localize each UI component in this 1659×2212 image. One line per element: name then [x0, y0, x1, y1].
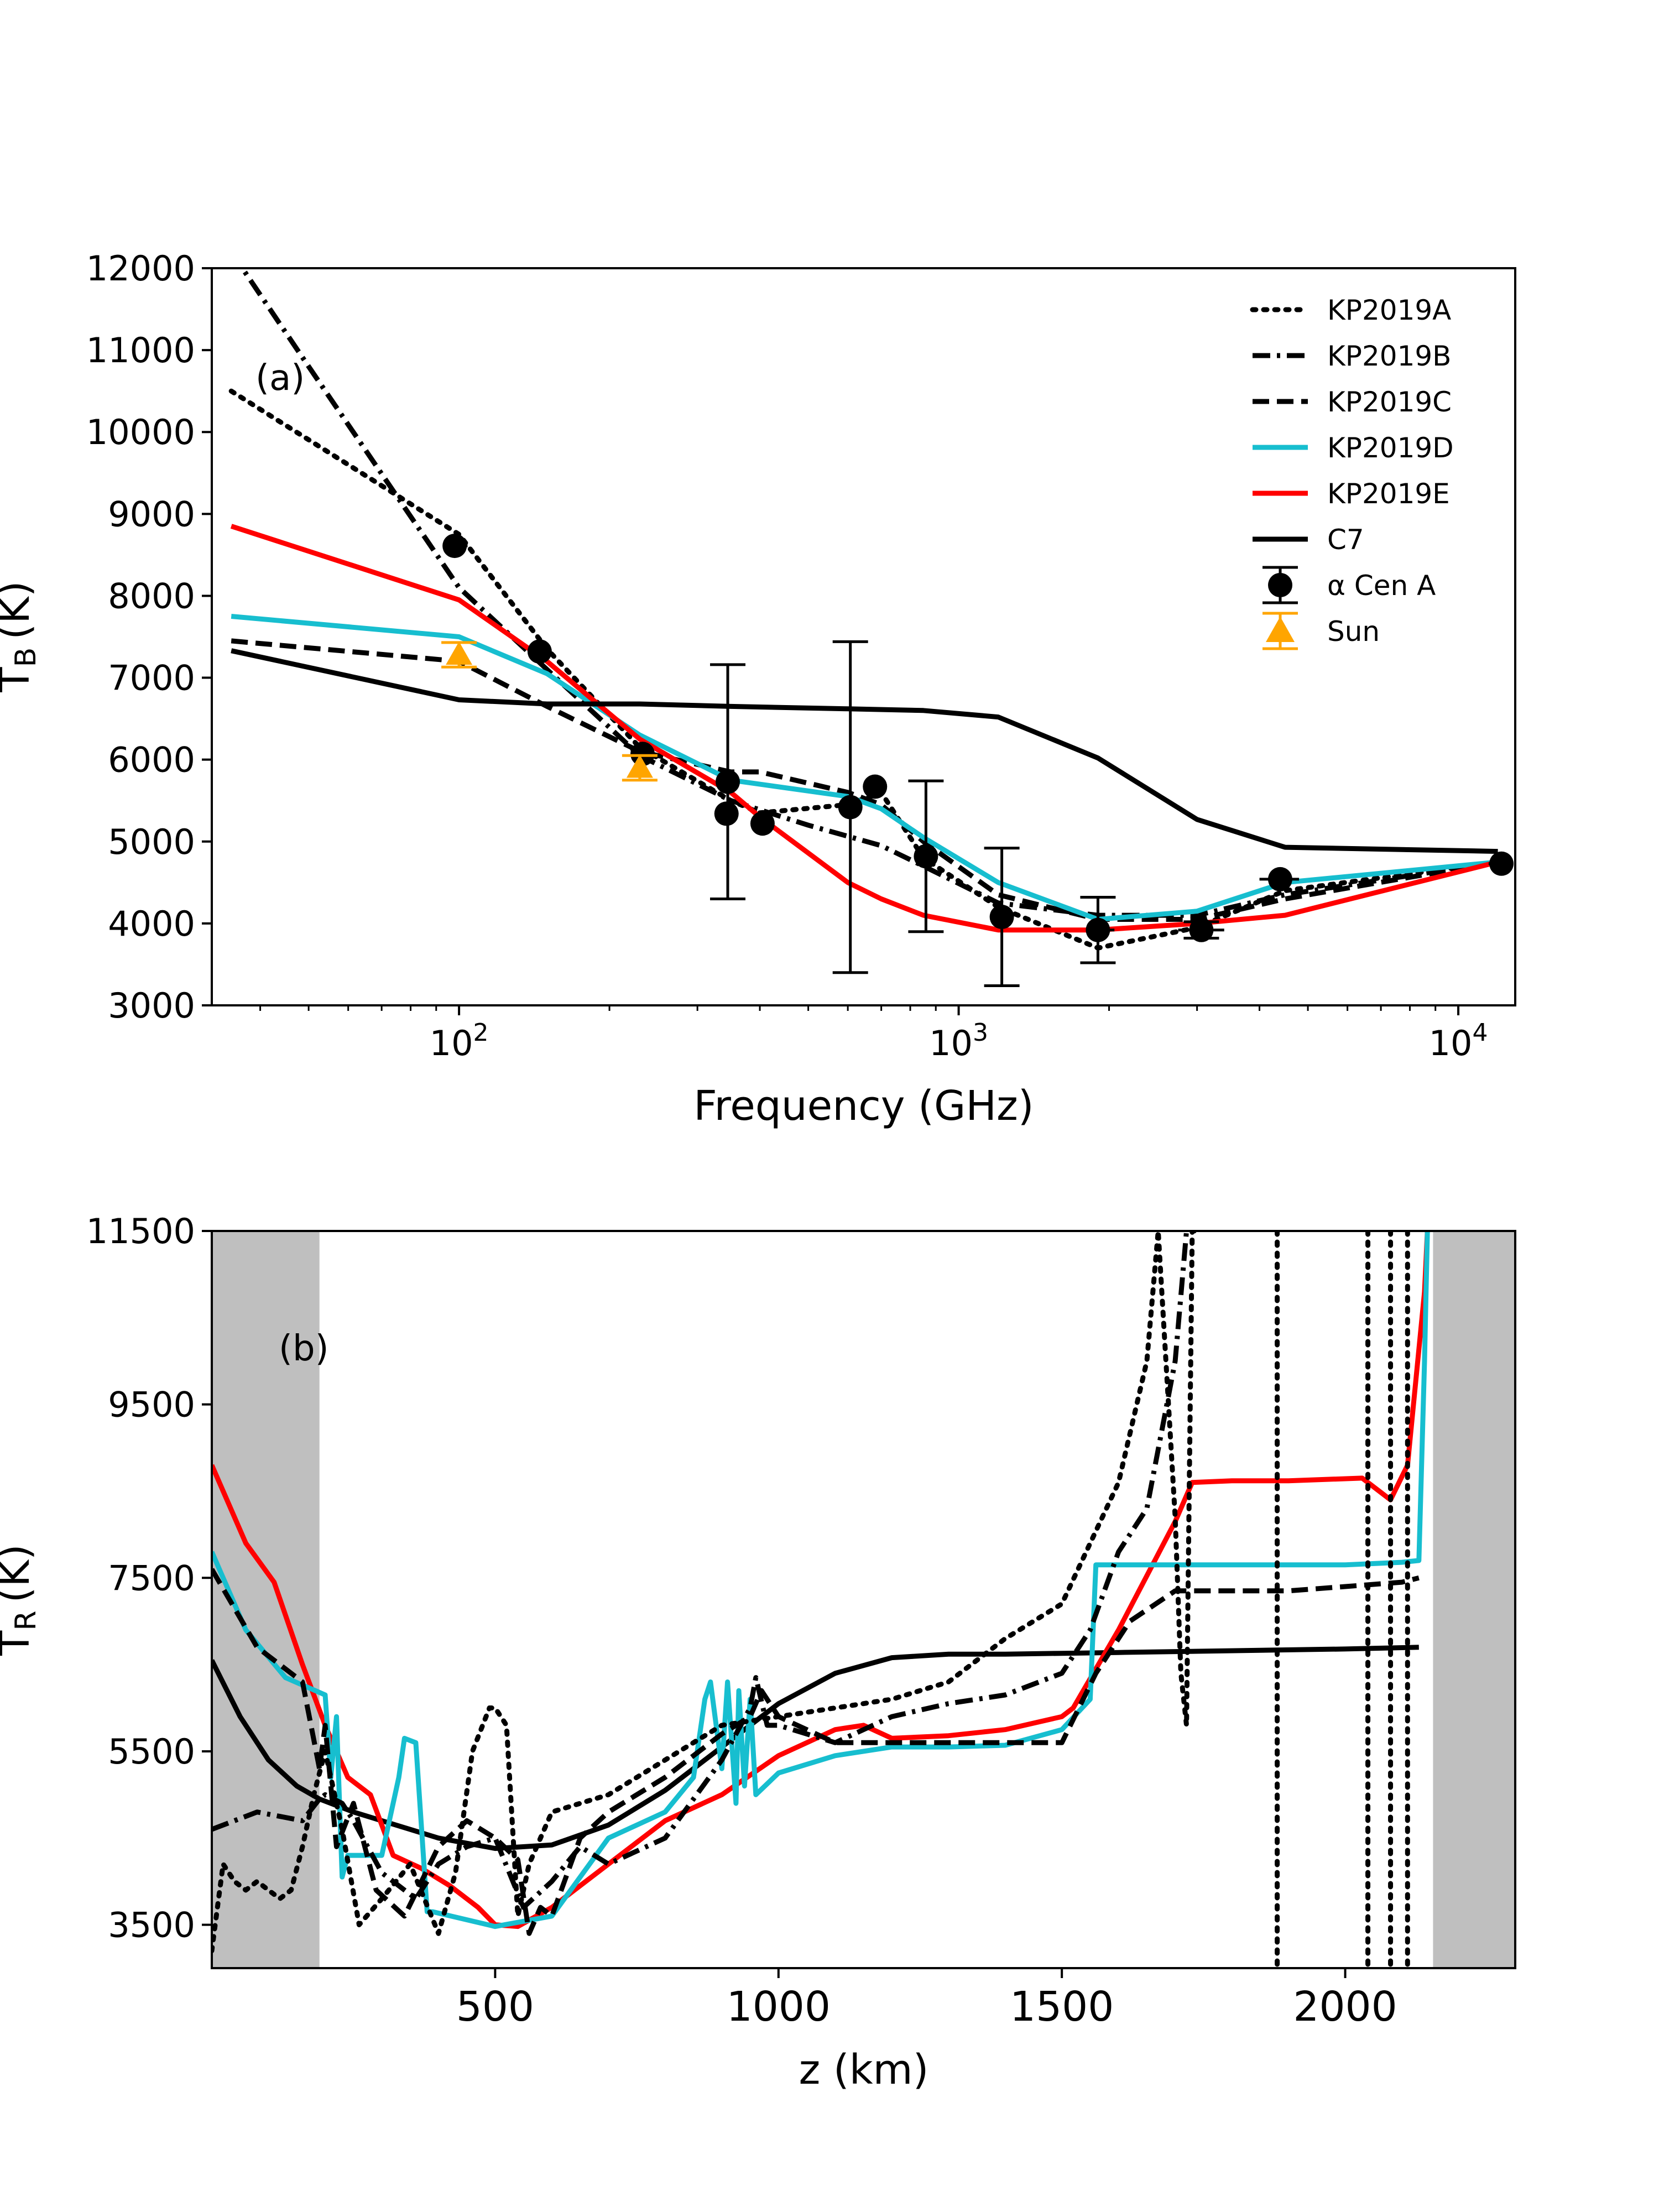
legend-label-kp2019b: KP2019B — [1327, 340, 1452, 372]
alpha-cen-a-marker — [914, 844, 938, 869]
panel-a-line-kp2019a — [228, 388, 1501, 951]
panel-b-line-kp2019a — [212, 1231, 1201, 1954]
panel-a-ylabel-unit: (K) — [0, 581, 39, 639]
panel-a-line-kp2019d — [231, 614, 1499, 922]
panel-a-y-ticks: 3000 4000 5000 6000 7000 8000 9000 10000 11000 12… — [86, 248, 212, 1026]
panel-a-line-kp2019e — [230, 524, 1499, 933]
panel-a-frame — [211, 267, 1516, 1006]
panel-a-line-c7 — [231, 648, 1498, 854]
y-tick-label: 12000 — [86, 248, 195, 289]
y-tick-label: 11000 — [86, 330, 195, 371]
x-tick-label: 102 — [430, 1019, 489, 1063]
legend-label-kp2019a: KP2019A — [1327, 294, 1451, 326]
legend-marker-sun — [1266, 617, 1295, 642]
panel-b-label: (b) — [279, 1328, 329, 1369]
x-tick-label-exponent: 3 — [973, 1019, 988, 1047]
panel-a-line-kp2019b — [239, 268, 1499, 918]
panel-a-ylabel-main: T — [0, 667, 39, 693]
panel-b-ylabel: TR (K) — [0, 1544, 43, 1656]
panel-b-ylabel-sub: R — [9, 1610, 43, 1630]
alpha-cen-a-marker — [1489, 851, 1514, 876]
x-tick-label: 103 — [929, 1019, 988, 1063]
alpha-cen-a-marker — [863, 774, 888, 799]
alpha-cen-a-marker — [715, 769, 740, 794]
x-tick-label-base: 10 — [1429, 1023, 1473, 1063]
shaded-region — [1433, 1231, 1515, 1968]
panel-b-xlabel: z (km) — [799, 2046, 928, 2094]
legend-marker-alpha-cen-a — [1268, 573, 1292, 597]
y-tick-label: 9500 — [108, 1385, 195, 1425]
x-tick-label: 500 — [456, 1983, 534, 2031]
y-tick-label: 5500 — [108, 1731, 195, 1772]
y-tick-label: 7000 — [108, 658, 195, 698]
panel-a-xlabel: Frequency (GHz) — [693, 1082, 1034, 1130]
legend-label-cen-a: α Cen A — [1327, 570, 1436, 602]
panel-a-lines — [228, 268, 1501, 951]
panel-a-label: (a) — [255, 358, 305, 399]
panel-b-lines — [212, 1231, 1430, 1968]
alpha-cen-a-marker — [989, 905, 1014, 930]
panel-a-ylabel-sub: B — [9, 648, 43, 667]
panel-b-line-kp2019b — [212, 1231, 1190, 1910]
alpha-cen-a-marker — [1086, 917, 1110, 942]
legend-label-kp2019d: KP2019D — [1327, 432, 1454, 464]
panel-b-line-kp2019d — [212, 1231, 1430, 1929]
y-tick-label: 8000 — [108, 576, 195, 616]
panel-b-ylabel-main: T — [0, 1630, 39, 1656]
panel-a-x-ticks: 102 103 104 — [259, 1005, 1488, 1063]
alpha-cen-a-marker — [1189, 917, 1214, 942]
panel-a: 3000 4000 5000 6000 7000 8000 9000 10000 11000 12… — [0, 248, 1516, 1130]
panel-b: 3500 5500 7500 9500 11500 500 1000 1500 2000 (b… — [0, 1211, 1516, 2094]
y-tick-label: 3500 — [108, 1905, 195, 1945]
x-tick-label: 1500 — [1010, 1983, 1114, 2031]
y-tick-label: 10000 — [86, 412, 195, 452]
x-tick-label-exponent: 4 — [1473, 1019, 1488, 1047]
y-tick-label: 5000 — [108, 822, 195, 862]
panel-b-ylabel-unit: (K) — [0, 1544, 39, 1603]
sun-marker — [446, 641, 473, 665]
alpha-cen-a-marker — [1267, 867, 1292, 891]
sun-marker — [626, 754, 653, 778]
panel-b-x-ticks: 500 1000 1500 2000 — [456, 1968, 1397, 2031]
y-tick-label: 6000 — [108, 740, 195, 780]
alpha-cen-a-marker — [527, 639, 552, 664]
alpha-cen-a-marker — [750, 811, 775, 836]
legend-label-kp2019c: KP2019C — [1327, 386, 1452, 418]
x-tick-label: 104 — [1429, 1019, 1488, 1063]
x-tick-label-base: 10 — [430, 1023, 473, 1063]
x-tick-label: 1000 — [727, 1983, 831, 2031]
y-tick-label: 4000 — [108, 904, 195, 944]
x-tick-label-exponent: 2 — [473, 1019, 489, 1047]
panel-b-y-ticks: 3500 5500 7500 9500 11500 — [86, 1211, 212, 1945]
alpha-cen-a-marker — [442, 534, 467, 559]
alpha-cen-a-marker — [630, 742, 655, 766]
panel-a-legend: KP2019A KP2019B KP2019C KP2019D KP2019E C7 α C… — [1250, 294, 1454, 650]
panel-a-line-kp2019c — [231, 638, 1499, 922]
panel-b-line-kp2019e — [212, 1231, 1430, 1929]
x-tick-label: 2000 — [1293, 1983, 1397, 2031]
panel-a-observations — [441, 534, 1514, 987]
y-tick-label: 3000 — [108, 985, 195, 1026]
alpha-cen-a-marker — [838, 795, 863, 820]
legend-label-c7: C7 — [1327, 524, 1364, 556]
y-tick-label: 7500 — [108, 1558, 195, 1598]
y-tick-label: 9000 — [108, 494, 195, 534]
legend-label-sun: Sun — [1327, 615, 1380, 648]
legend-label-kp2019e: KP2019E — [1327, 478, 1450, 510]
x-tick-label-base: 10 — [929, 1023, 973, 1063]
panel-b-frame — [211, 1230, 1516, 1969]
y-tick-label: 11500 — [86, 1211, 195, 1251]
panel-b-line-kp2019c — [212, 1568, 1420, 1936]
panel-a-ylabel: TB (K) — [0, 581, 43, 692]
